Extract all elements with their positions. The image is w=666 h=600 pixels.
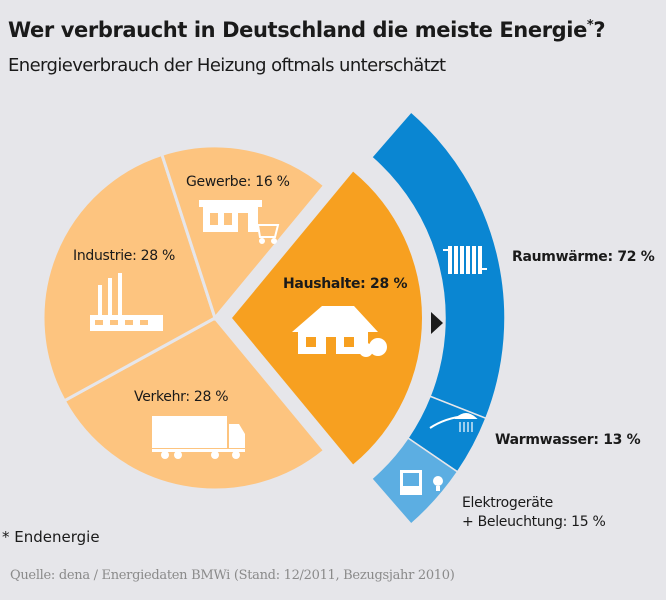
slice-industrie (41, 152, 217, 403)
label-haushalte: Haushalte: 28 % (283, 276, 408, 292)
tv-and-bulb-icon (400, 470, 443, 495)
footnote: * Endenergie (2, 528, 100, 546)
shower-icon (429, 413, 478, 432)
slice-verkehr (62, 316, 327, 492)
radiator-icon (443, 246, 487, 274)
chart-subtitle: Energieverbrauch der Heizung oftmals unt… (8, 55, 446, 76)
label-elektro-line1: Elektrogeräte (462, 495, 553, 511)
truck-icon (152, 416, 245, 459)
label-warmwasser: Warmwasser: 13 % (495, 432, 641, 448)
label-verkehr: Verkehr: 28 % (134, 389, 229, 405)
shop-icon (199, 200, 280, 244)
factory-icon (90, 273, 163, 331)
label-elektro-line2: + Beleuchtung: 15 % (462, 514, 606, 530)
house-icon (292, 306, 387, 357)
arrow-icon (431, 312, 443, 334)
chart-title: Wer verbraucht in Deutschland die meiste… (8, 18, 606, 42)
label-gewerbe-text: Gewerbe: 16 % (186, 174, 290, 190)
label-raumwaerme: Raumwärme: 72 % (512, 249, 655, 265)
label-industrie: Industrie: 28 % (73, 248, 176, 264)
source-note: Quelle: dena / Energiedaten BMWi (Stand:… (10, 568, 455, 583)
